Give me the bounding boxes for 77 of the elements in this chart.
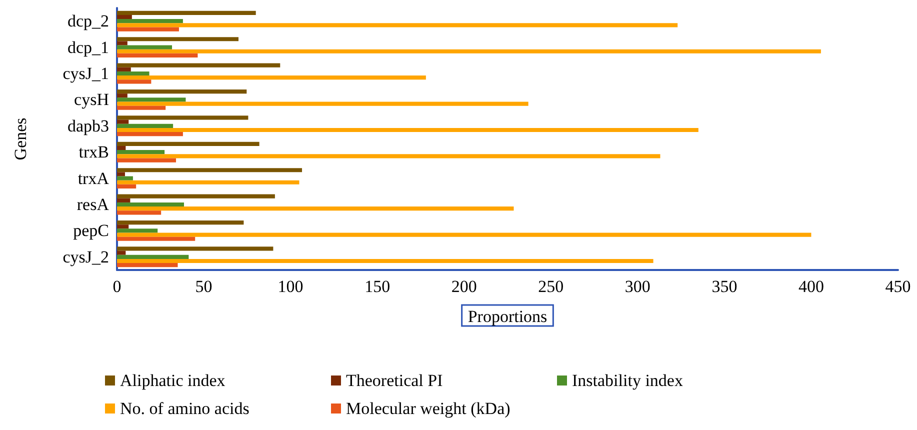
bar [117,254,189,259]
bar [117,232,812,237]
x-tick-label: 250 [538,277,564,296]
bar [117,158,176,162]
bar [117,120,129,124]
y-tick-label: pepC [73,221,109,240]
bar [117,53,198,58]
x-tick-label: 100 [278,277,304,296]
bar [117,37,238,42]
bar [117,250,126,255]
bar [117,63,280,68]
bar [117,67,131,72]
legend-label: Molecular weight (kDa) [346,399,510,418]
bar [117,176,133,180]
x-tick-label: 0 [112,277,122,296]
bar [117,194,275,198]
bar [117,228,158,233]
x-tick-label: 50 [195,277,212,296]
x-tick-label: 450 [885,277,911,296]
bar [117,10,256,15]
x-tick-label: 200 [451,277,477,296]
bar [117,220,244,225]
bar [117,124,174,128]
y-tick-label: dcp_1 [67,38,109,57]
y-tick-label: resA [76,195,110,214]
y-tick-label: cysH [74,90,109,110]
bar [117,14,132,20]
bar [117,98,186,102]
bar [117,168,302,172]
bar [117,206,514,211]
bar [117,45,172,50]
y-tick-label: cysJ_1 [62,64,109,83]
bar [117,180,300,184]
x-tick-label: 150 [364,277,390,296]
x-axis-title: Proportions [468,307,548,326]
y-tick-label: dapb3 [67,116,109,136]
bar [117,202,184,207]
bar [117,41,128,46]
bar [117,198,130,202]
x-tick-label: 400 [798,277,824,296]
x-tick-label: 350 [712,277,738,296]
bar [117,150,165,154]
y-tick-label: trxA [78,168,110,188]
bar [117,80,152,84]
bar [117,116,248,120]
bar [117,224,129,229]
bar [117,142,260,146]
legend-label: Aliphatic index [120,371,226,390]
bar [117,246,274,251]
y-tick-label: trxB [78,142,109,162]
y-tick-label: cysJ_2 [62,247,109,266]
bar [117,146,126,150]
bar [117,71,150,76]
y-axis-title: Genes [11,118,30,160]
bar [117,94,128,98]
legend-label: Theoretical PI [346,371,444,390]
legend-label: No. of amino acids [120,399,250,418]
bar [117,132,183,136]
bar [117,210,162,215]
x-tick-label: 300 [624,277,650,296]
bar [117,154,660,158]
bar [117,236,196,241]
bar [117,19,183,24]
bar [117,23,678,28]
bar [117,258,654,264]
bar [117,102,528,106]
bar [117,89,247,94]
bar [117,27,179,32]
bar [117,76,426,80]
bar [117,172,125,176]
bar [117,128,698,132]
y-tick-label: dcp_2 [67,12,109,31]
legend-label: Instability index [572,371,684,390]
bar [117,106,166,110]
bar [117,49,821,54]
bar [117,184,136,189]
bar [117,263,178,268]
